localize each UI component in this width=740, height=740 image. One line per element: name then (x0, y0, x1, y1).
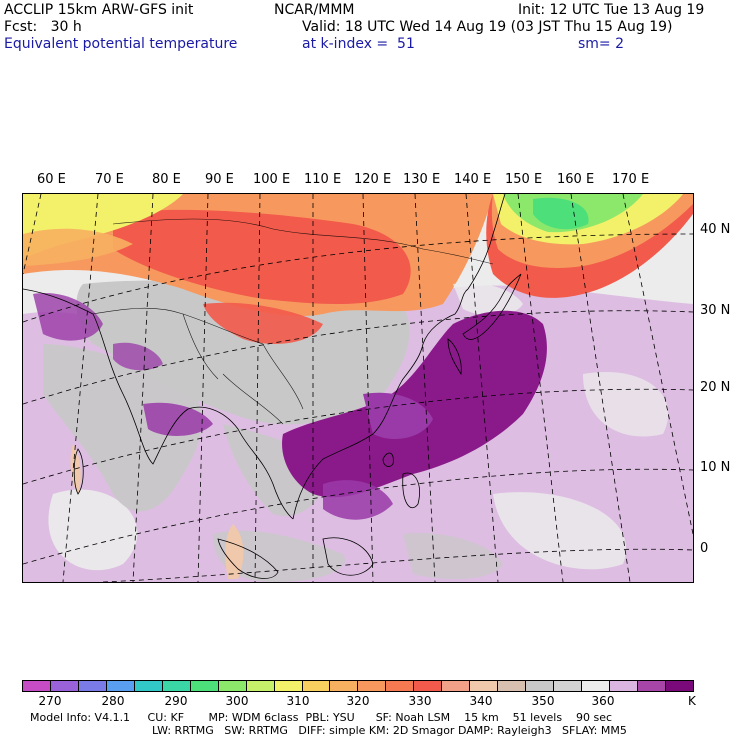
orange-region (23, 228, 133, 266)
colorbar-tick: 310 (286, 694, 310, 708)
gray-land-region (403, 533, 503, 580)
pale-patch (583, 372, 669, 437)
colorbar-swatch (610, 681, 638, 691)
colorbar-tick: 280 (101, 694, 125, 708)
colorbar-swatch (23, 681, 51, 691)
lat-label: 30 N (700, 303, 731, 318)
lon-label: 140 E (454, 172, 492, 187)
dark-purple-region (363, 392, 433, 439)
lon-label: 90 E (205, 172, 234, 187)
red-region (203, 302, 323, 344)
colorbar-swatch (330, 681, 359, 691)
colorbar-unit: K (688, 694, 696, 708)
colorbar-tick: 360 (591, 694, 615, 708)
colorbar-swatch (358, 681, 387, 691)
dark-purple-region (143, 402, 213, 436)
init-time: Init: 12 UTC Tue 13 Aug 19 (518, 2, 705, 18)
tan-patch (225, 524, 244, 579)
valid-time: Valid: 18 UTC Wed 14 Aug 19 (03 JST Thu … (302, 19, 673, 35)
lon-label: 70 E (95, 172, 124, 187)
colorbar-swatch (414, 681, 443, 691)
colorbar-swatch (78, 681, 107, 691)
colorbar-swatch (637, 681, 666, 691)
red-region (113, 209, 411, 304)
lon-label: 110 E (304, 172, 342, 187)
colorbar-swatch (386, 681, 415, 691)
country-borders (92, 218, 494, 425)
smoothing-label: sm= 2 (578, 36, 625, 52)
colorbar-tick: 320 (346, 694, 370, 708)
gray-land-region (76, 280, 410, 425)
lat-label: 10 N (700, 460, 731, 475)
colorbar-swatch (50, 681, 79, 691)
colorbar-swatch (554, 681, 583, 691)
lon-label: 120 E (354, 172, 392, 187)
model-info-line2: LW: RRTMG SW: RRTMG DIFF: simple KM: 2D … (152, 724, 627, 737)
forecast-hour: Fcst: 30 h (4, 19, 82, 35)
colorbar-swatch (162, 681, 191, 691)
colorbar-swatch (246, 681, 275, 691)
gray-land-region (213, 530, 345, 582)
green-region (533, 197, 589, 230)
colorbar-swatch (218, 681, 247, 691)
gray-land-region (223, 424, 325, 516)
colorbar-swatch (498, 681, 527, 691)
pale-patch (453, 282, 523, 316)
lat-label: 40 N (700, 222, 731, 237)
colorbar-tick: 330 (408, 694, 432, 708)
coastlines (23, 194, 522, 579)
lon-label: 170 E (612, 172, 650, 187)
dark-purple-region (323, 480, 393, 520)
lat-label: 20 N (700, 380, 731, 395)
colorbar-tick: 350 (531, 694, 555, 708)
colorbar-swatch (134, 681, 163, 691)
colorbar-tick: 270 (38, 694, 62, 708)
colorbar-swatch (665, 681, 693, 691)
colorbar-swatch (582, 681, 611, 691)
colorbar-swatch (106, 681, 135, 691)
colorbar-tick: 290 (164, 694, 188, 708)
graticule (23, 194, 693, 582)
model-title: ACCLIP 15km ARW-GFS init (4, 2, 194, 18)
lon-label: 150 E (505, 172, 543, 187)
colorbar-tick: 340 (469, 694, 493, 708)
level-label: at k-index = 51 (302, 36, 415, 52)
field-name: Equivalent potential temperature (4, 36, 238, 52)
gray-land-region (43, 344, 202, 512)
dark-purple-region (113, 342, 163, 371)
pale-patch (48, 489, 138, 571)
colorbar-swatch (442, 681, 471, 691)
colorbar-swatch (470, 681, 499, 691)
lon-label: 60 E (37, 172, 66, 187)
lon-label: 80 E (152, 172, 181, 187)
theta-e-map (22, 193, 694, 583)
lat-label: 0 (700, 541, 709, 556)
map-canvas (23, 194, 693, 582)
colorbar-swatch (526, 681, 555, 691)
org-label: NCAR/MMM (274, 2, 355, 18)
colorbar-swatch (274, 681, 303, 691)
colorbar-tick: 300 (225, 694, 249, 708)
lon-label: 160 E (557, 172, 595, 187)
lon-label: 100 E (253, 172, 291, 187)
colorbar-swatch (190, 681, 219, 691)
colorbar (22, 680, 694, 692)
lon-label: 130 E (403, 172, 441, 187)
model-info-line1: Model Info: V4.1.1 CU: KF MP: WDM 6class… (30, 711, 613, 724)
colorbar-swatch (302, 681, 331, 691)
